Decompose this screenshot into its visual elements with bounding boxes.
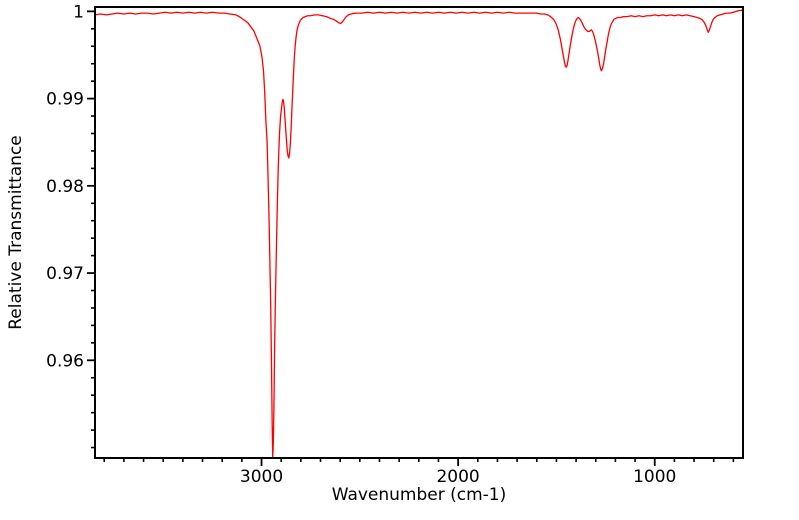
y-tick-label: 1 [73, 2, 84, 22]
y-axis-label: Relative Transmittance [6, 135, 26, 330]
x-tick-label: 2000 [436, 467, 479, 487]
plot-area: 3000 2000 1000 1 0.99 0.98 0.97 0.96 [46, 2, 744, 487]
x-tick-label: 3000 [240, 467, 283, 487]
x-tick-label: 1000 [633, 467, 676, 487]
y-tick-label: 0.96 [46, 351, 84, 371]
plot-border [94, 6, 744, 459]
y-tick-label: 0.98 [46, 177, 84, 197]
spectrum-line [94, 8, 744, 458]
x-axis-label: Wavenumber (cm-1) [332, 485, 507, 505]
y-tick-label: 0.99 [46, 90, 84, 110]
y-tick-label: 0.97 [46, 264, 84, 284]
